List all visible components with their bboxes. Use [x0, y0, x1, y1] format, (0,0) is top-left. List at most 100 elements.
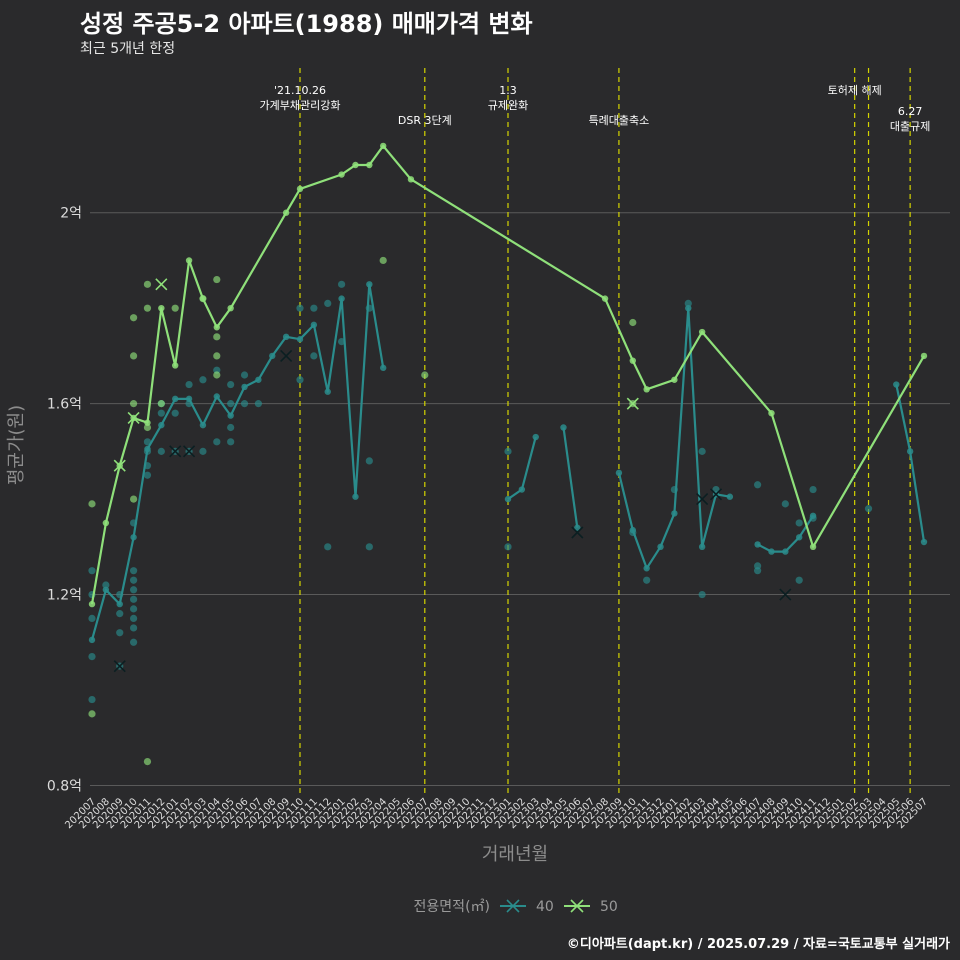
- legend-key-mark-50: [570, 899, 584, 913]
- legend: 전용면적(㎡) 40 50: [414, 899, 618, 915]
- cancelled-mark-40: [113, 660, 126, 673]
- legend-key-mark-40: [506, 899, 520, 913]
- legend-label-40: 40: [536, 899, 554, 915]
- cancelled-mark-40: [779, 588, 792, 601]
- y-tick-label: 0.8억: [47, 778, 82, 794]
- event-label: 가계부채관리강화: [260, 99, 341, 112]
- cancelled-mark-40: [571, 526, 584, 539]
- data-point-40: [504, 543, 512, 551]
- event-label: 대출규제: [890, 120, 930, 133]
- line-point-40: [768, 548, 775, 555]
- line-point-40: [88, 636, 96, 644]
- line-point-40: [685, 304, 692, 312]
- line-point-40: [726, 493, 734, 500]
- data-point-50: [130, 400, 138, 408]
- data-point-50: [88, 500, 96, 508]
- cancelled-mark-50: [127, 411, 140, 425]
- data-point-50: [130, 352, 138, 360]
- line-point-50: [338, 171, 345, 178]
- line-point-40: [574, 524, 581, 531]
- cancelled-mark-50: [626, 397, 639, 410]
- y-axis-title: 평균가(원): [6, 405, 27, 485]
- data-point-50: [130, 495, 138, 503]
- line-point-40: [282, 333, 290, 341]
- data-point-40: [365, 457, 373, 465]
- data-point-40: [754, 481, 762, 489]
- cancelled-mark-40: [280, 349, 293, 362]
- data-point-40: [88, 567, 96, 575]
- cancelled-mark-40: [183, 445, 196, 458]
- y-tick-label: 1.2억: [47, 588, 82, 604]
- line-point-50: [88, 600, 96, 608]
- data-point-50: [143, 280, 152, 288]
- event-label: 6.27: [898, 105, 923, 118]
- y-tick-label: 2억: [60, 206, 82, 222]
- data-point-40: [254, 400, 262, 408]
- line-point-40: [920, 538, 928, 546]
- data-point-50: [213, 352, 221, 360]
- event-label: 1.3: [499, 84, 517, 97]
- line-point-50: [601, 295, 609, 302]
- line-point-40: [185, 395, 193, 403]
- data-point-40: [143, 438, 152, 446]
- line-point-40: [893, 381, 900, 388]
- line-point-50: [199, 295, 207, 302]
- data-point-50: [421, 371, 429, 379]
- cancelled-mark-50: [155, 278, 168, 291]
- line-point-40: [144, 445, 151, 453]
- event-label: 특례대출축소: [589, 114, 650, 127]
- data-point-40: [130, 586, 138, 594]
- line-point-40: [615, 469, 623, 477]
- data-point-40: [698, 590, 706, 599]
- data-point-50: [143, 304, 152, 312]
- event-label: DSR 3단계: [398, 114, 452, 127]
- line-point-40: [809, 512, 817, 519]
- grid-lines: [90, 212, 950, 786]
- data-point-40: [143, 471, 152, 479]
- line-point-50: [380, 142, 387, 150]
- event-label: 토허제 해제: [828, 83, 882, 97]
- data-point-40: [296, 304, 304, 312]
- cancelled-mark-40: [696, 493, 709, 506]
- line-point-50: [172, 362, 179, 369]
- data-point-50: [143, 423, 152, 432]
- cancelled-mark-40: [169, 445, 182, 458]
- data-point-50: [143, 757, 152, 766]
- line-point-40: [643, 565, 650, 572]
- line-point-50: [920, 352, 928, 360]
- data-point-50: [88, 710, 96, 718]
- line-point-40: [698, 543, 706, 551]
- data-point-40: [684, 299, 692, 308]
- line-point-50: [366, 161, 373, 169]
- line-point-40: [560, 424, 567, 431]
- series-line-50: [90, 144, 925, 605]
- data-point-40: [754, 567, 762, 575]
- line-point-40: [158, 421, 165, 429]
- chart-subtitle: 최근 5개년 한정: [80, 41, 176, 57]
- line-point-50: [282, 209, 290, 216]
- line-point-40: [782, 548, 789, 555]
- line-point-40: [754, 541, 761, 548]
- line-point-40: [657, 543, 664, 551]
- line-point-50: [102, 519, 110, 527]
- data-point-40: [157, 447, 165, 455]
- line-point-50: [158, 304, 165, 312]
- data-point-40: [130, 638, 138, 646]
- data-point-40: [643, 576, 651, 584]
- data-point-40: [781, 500, 789, 508]
- data-point-40: [157, 409, 165, 417]
- data-point-40: [88, 614, 96, 623]
- data-point-40: [130, 624, 138, 632]
- line-point-40: [296, 336, 304, 343]
- line-point-50: [352, 161, 359, 169]
- y-axis-ticks: 0.8억 1.2억 1.6억 2억: [47, 206, 82, 795]
- data-point-40: [365, 543, 373, 551]
- data-point-40: [130, 605, 138, 613]
- line-point-50: [671, 376, 678, 383]
- line-point-50: [629, 357, 636, 364]
- line-point-40: [310, 321, 318, 329]
- data-point-40: [116, 610, 124, 618]
- line-point-40: [532, 433, 539, 441]
- data-point-40: [227, 400, 235, 408]
